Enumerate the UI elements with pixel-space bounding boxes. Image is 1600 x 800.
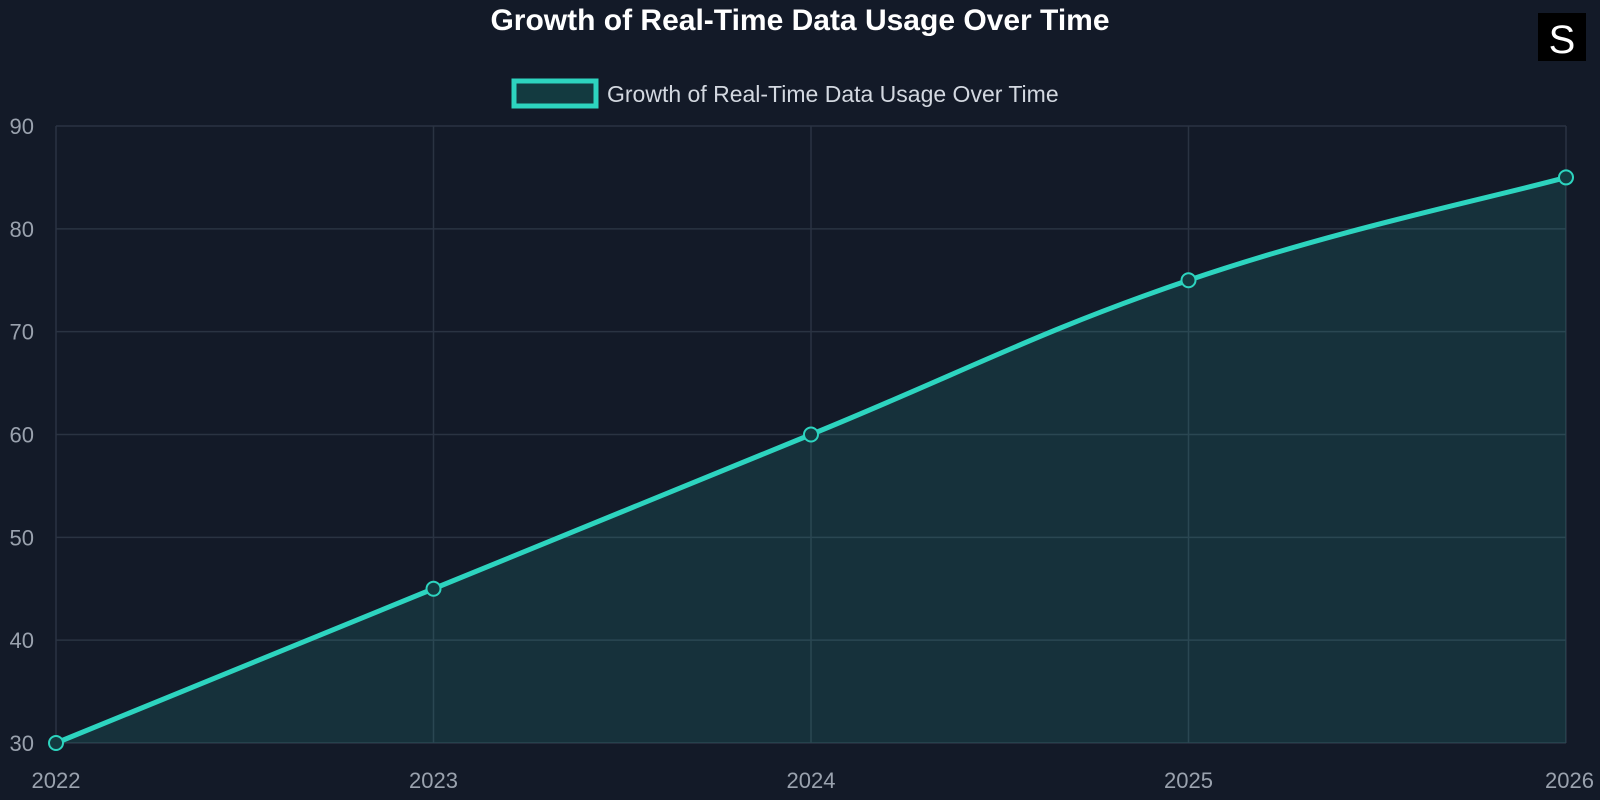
x-tick-label: 2026 [1545,768,1594,793]
data-point[interactable] [1180,272,1197,289]
x-tick-label: 2025 [1164,768,1213,793]
y-tick-label: 30 [10,731,34,756]
legend-label: Growth of Real-Time Data Usage Over Time [607,81,1059,107]
y-tick-label: 60 [10,423,34,448]
y-axis-ticks: 30 40 50 60 70 80 90 [10,114,34,756]
points-layer [48,169,1574,751]
data-point[interactable] [803,426,819,443]
chart-legend[interactable]: Growth of Real-Time Data Usage Over Time [511,78,1059,109]
series-area [56,177,1566,743]
logo: S [1538,13,1586,62]
y-tick-label: 50 [10,525,34,550]
x-tick-label: 2023 [409,768,458,793]
chart-title: Growth of Real-Time Data Usage Over Time [490,4,1109,37]
x-axis-ticks: 2022 2023 2024 2025 2026 [32,768,1594,793]
x-tick-label: 2024 [787,768,836,793]
logo-box [1538,13,1586,61]
legend-swatch [511,78,599,109]
y-tick-label: 90 [10,114,34,139]
data-point[interactable] [1558,169,1574,186]
x-tick-label: 2022 [32,768,81,793]
y-tick-label: 70 [10,320,34,345]
area-layer [56,177,1566,743]
y-tick-label: 80 [10,217,34,242]
data-point[interactable] [425,580,442,597]
logo-letter: S [1549,18,1576,62]
data-point[interactable] [48,735,64,751]
y-tick-label: 40 [10,628,34,653]
